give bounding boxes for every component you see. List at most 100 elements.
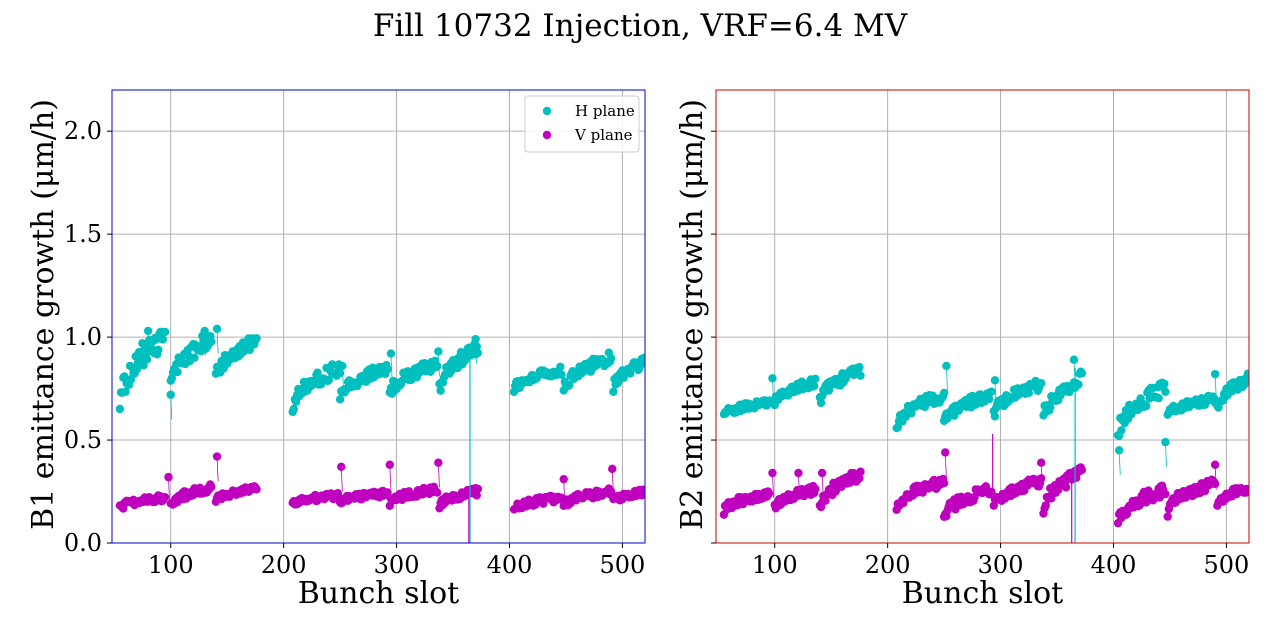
data-point xyxy=(158,335,168,344)
data-point xyxy=(132,365,142,374)
grid xyxy=(112,90,645,544)
legend: H plane V plane xyxy=(524,95,640,153)
x-axis-label: Bunch slot xyxy=(902,576,1063,611)
data-point xyxy=(138,339,147,348)
data-point xyxy=(1210,479,1220,489)
data-point xyxy=(386,349,396,358)
data-point xyxy=(207,337,216,346)
data-point xyxy=(212,324,222,334)
x-tick-label: 500 xyxy=(1204,551,1250,579)
legend-box xyxy=(524,95,640,153)
data-point xyxy=(1210,460,1220,469)
data-point xyxy=(985,394,994,404)
figure-title: Fill 10732 Injection, VRF=6.4 MV xyxy=(373,8,908,44)
b2-panel: 100 200 300 400 500 Bunch slot B2 emittance gr… xyxy=(675,89,1250,611)
data-point xyxy=(313,368,322,377)
data-point xyxy=(1117,426,1126,435)
data-point xyxy=(987,387,996,396)
data-point xyxy=(472,342,481,351)
x-tick-label: 200 xyxy=(261,551,307,579)
x-tick-label: 500 xyxy=(600,551,646,579)
plot-area xyxy=(115,324,645,543)
legend-marker xyxy=(542,106,552,116)
data-point xyxy=(764,396,774,405)
data-point xyxy=(1077,465,1087,475)
data-point xyxy=(1161,489,1170,499)
plot-area xyxy=(719,355,1249,543)
series-h-plane xyxy=(719,355,1249,476)
data-point xyxy=(1114,446,1124,455)
x-tick-label: 300 xyxy=(374,551,420,579)
data-point xyxy=(434,458,443,467)
data-point xyxy=(338,361,347,371)
data-point xyxy=(1046,403,1055,412)
data-point xyxy=(831,487,840,496)
data-point xyxy=(1061,483,1071,492)
x-tick-label: 300 xyxy=(978,551,1024,579)
data-point xyxy=(1210,369,1220,379)
series-v-plane xyxy=(719,448,1249,528)
data-point xyxy=(385,460,394,469)
data-point xyxy=(289,404,299,414)
legend-marker xyxy=(542,130,552,140)
data-point xyxy=(252,485,261,494)
plot-frame xyxy=(111,89,646,544)
y-tick-label: 0.0 xyxy=(64,529,102,557)
data-point xyxy=(1160,379,1169,389)
data-point xyxy=(335,368,345,378)
data-point xyxy=(1037,474,1046,483)
data-point xyxy=(816,398,826,408)
y-tick-label: 0.5 xyxy=(64,426,102,454)
series-h-plane xyxy=(115,324,645,420)
data-point xyxy=(1161,437,1170,447)
data-point xyxy=(856,467,865,476)
data-point xyxy=(990,376,1000,385)
data-point xyxy=(143,326,153,336)
data-point xyxy=(565,380,574,390)
data-point xyxy=(1161,387,1170,397)
data-point xyxy=(942,361,951,371)
data-point xyxy=(811,484,820,494)
x-tick-label: 200 xyxy=(865,551,911,579)
data-point xyxy=(1037,458,1046,467)
data-point xyxy=(556,362,565,371)
data-point xyxy=(606,354,616,363)
x-axis-label: Bunch slot xyxy=(298,576,459,611)
data-point xyxy=(768,374,777,383)
data-point xyxy=(810,381,819,391)
data-point xyxy=(1072,473,1081,483)
data-point xyxy=(160,492,170,502)
y-axis-label: B1 emittance growth (μm/h) xyxy=(26,99,61,530)
y-axis-label: B2 emittance growth (μm/h) xyxy=(675,99,710,530)
data-point xyxy=(987,487,996,496)
data-point xyxy=(764,489,774,498)
data-point xyxy=(252,334,261,343)
data-point xyxy=(1041,501,1050,510)
data-point xyxy=(856,371,865,380)
data-point xyxy=(121,387,130,396)
data-point xyxy=(1037,379,1046,388)
b1-panel: 100 200 300 400 500 0.0 0.5 1.0 1.5 2.0 Bunch slot… xyxy=(26,89,646,611)
data-point xyxy=(335,395,345,404)
data-point xyxy=(557,370,566,379)
data-point xyxy=(939,388,949,398)
data-point xyxy=(154,345,163,355)
data-point xyxy=(1069,355,1079,364)
data-point xyxy=(207,482,216,492)
data-point xyxy=(817,468,827,478)
x-tick-label: 400 xyxy=(487,551,533,579)
data-point xyxy=(794,468,803,478)
y-tick-label: 1.5 xyxy=(64,220,102,248)
data-point xyxy=(190,353,199,362)
data-point xyxy=(939,478,949,488)
data-point xyxy=(383,364,392,374)
data-point xyxy=(433,361,442,371)
data-point xyxy=(160,327,170,337)
data-point xyxy=(433,488,442,497)
data-point xyxy=(907,409,916,418)
data-point xyxy=(166,390,175,399)
data-point xyxy=(173,367,182,377)
grid xyxy=(716,90,1249,544)
data-point xyxy=(473,484,483,494)
